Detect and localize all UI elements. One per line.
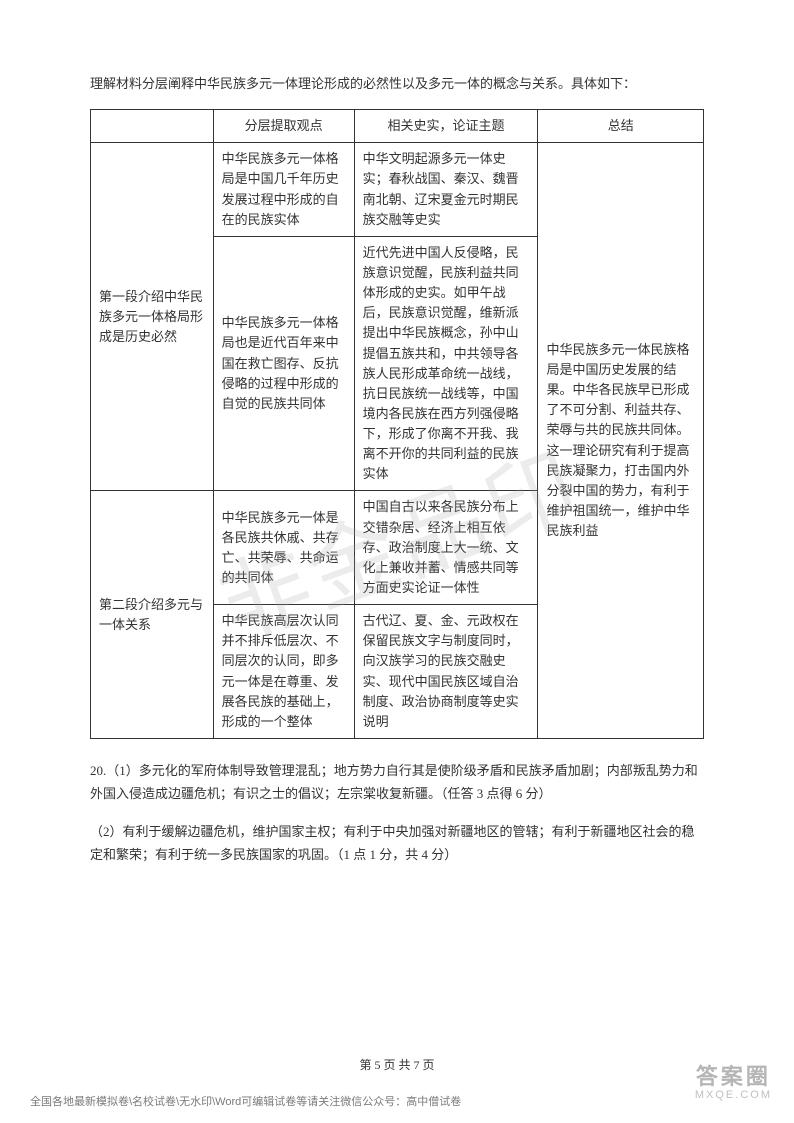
cell-point: 中华民族多元一体是各民族共休戚、共存亡、共荣辱、共命运的共同体	[213, 491, 354, 605]
q20-part1: 20.（1）多元化的军府体制导致管理混乱；地方势力自行其是使阶级矛盾和民族矛盾加…	[90, 759, 704, 806]
summary-cell: 中华民族多元一体民族格局是中国历史发展的结果。中华各民族早已形成了不可分割、利益…	[538, 143, 704, 739]
section-label-1: 第一段介绍中华民族多元一体格局形成是历史必然	[91, 143, 214, 491]
header-empty	[91, 110, 214, 143]
header-point: 分层提取观点	[213, 110, 354, 143]
cell-facts: 中国自古以来各民族分布上交错杂居、经济上相互依存、政治制度上大一统、文化上兼收并…	[354, 491, 538, 605]
cell-facts: 古代辽、夏、金、元政权在保留民族文字与制度同时，向汉族学习的民族交融史实、现代中…	[354, 605, 538, 739]
table-header-row: 分层提取观点 相关史实，论证主题 总结	[91, 110, 704, 143]
q20-part2: （2）有利于缓解边疆危机，维护国家主权；有利于中央加强对新疆地区的管辖；有利于新…	[90, 820, 704, 867]
cell-facts: 中华文明起源多元一体史实；春秋战国、秦汉、魏晋南北朝、辽宋夏金元时期民族交融等史…	[354, 143, 538, 237]
cell-point: 中华民族多元一体格局也是近代百年来中国在救亡图存、反抗侵略的过程中形成的自觉的民…	[213, 236, 354, 491]
question-20: 20.（1）多元化的军府体制导致管理混乱；地方势力自行其是使阶级矛盾和民族矛盾加…	[90, 759, 704, 867]
cell-point: 中华民族多元一体格局是中国几千年历史发展过程中形成的自在的民族实体	[213, 143, 354, 237]
header-facts: 相关史实，论证主题	[354, 110, 538, 143]
cell-point: 中华民族高层次认同并不排斥低层次、不同层次的认同，即多元一体是在尊重、发展各民族…	[213, 605, 354, 739]
table-row: 第一段介绍中华民族多元一体格局形成是历史必然 中华民族多元一体格局是中国几千年历…	[91, 143, 704, 237]
page-footer: 第 5 页 共 7 页	[0, 1056, 794, 1073]
page-container: 非金品印 理解材料分层阐释中华民族多元一体理论形成的必然性以及多元一体的概念与关…	[0, 0, 794, 1123]
analysis-table: 分层提取观点 相关史实，论证主题 总结 第一段介绍中华民族多元一体格局形成是历史…	[90, 109, 704, 739]
intro-paragraph: 理解材料分层阐释中华民族多元一体理论形成的必然性以及多元一体的概念与关系。具体如…	[90, 73, 704, 95]
bottom-note: 全国各地最新模拟卷\名校试卷\无水印\Word可编辑试卷等请关注微信公众号：高中…	[30, 1093, 461, 1109]
cell-facts: 近代先进中国人反侵略，民族意识觉醒，民族利益共同体形成的史实。如甲午战后，民族意…	[354, 236, 538, 491]
header-summary: 总结	[538, 110, 704, 143]
section-label-2: 第二段介绍多元与一体关系	[91, 491, 214, 739]
